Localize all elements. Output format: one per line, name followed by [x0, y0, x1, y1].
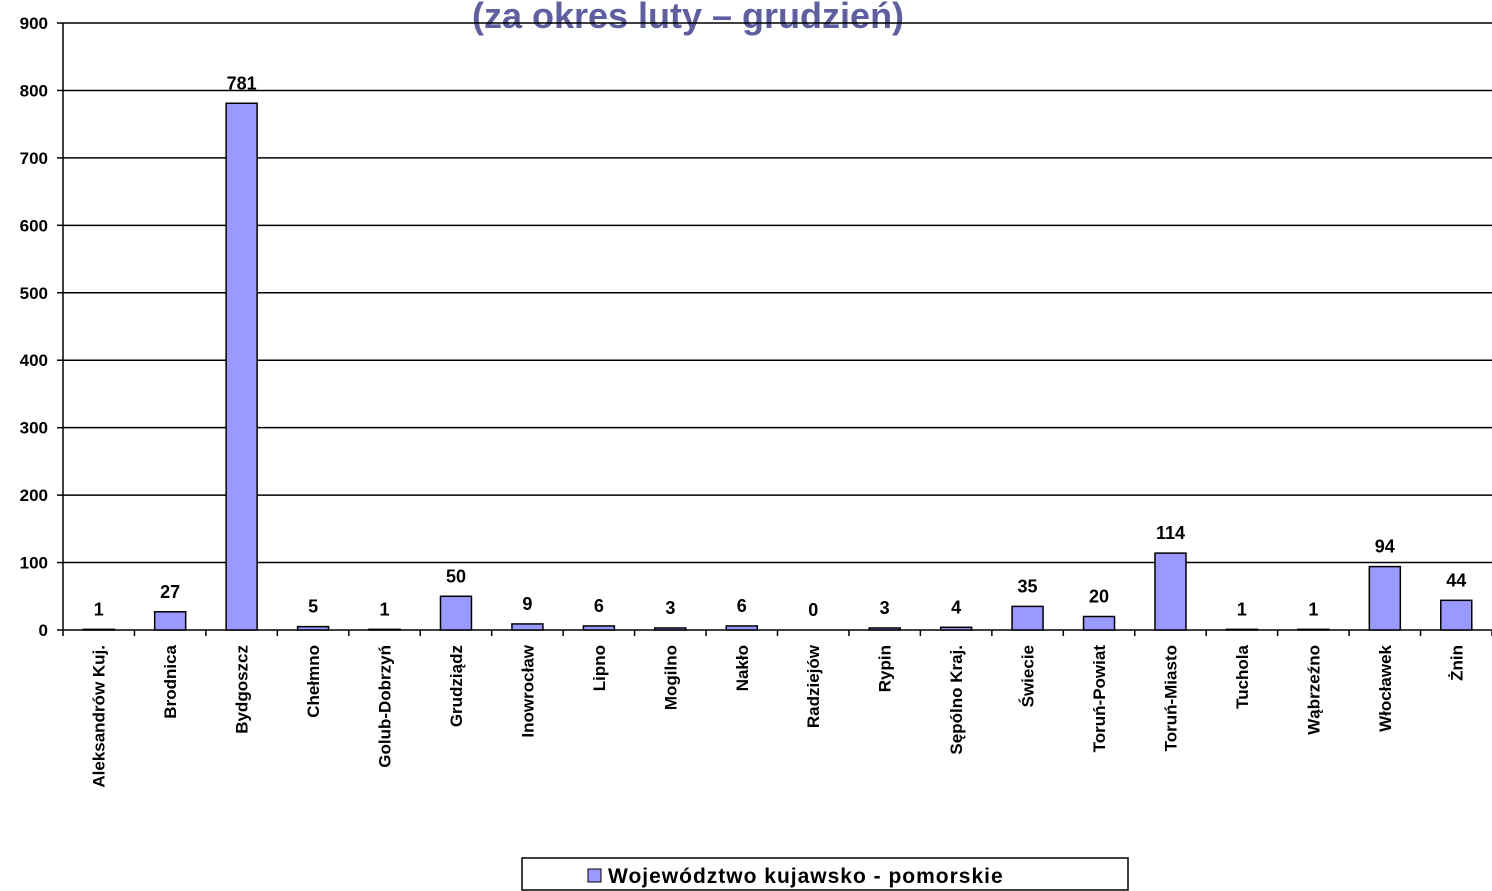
- bar: [153, 611, 187, 631]
- bar: [725, 625, 759, 631]
- data-label: 3: [665, 598, 675, 618]
- data-label: 3: [880, 598, 890, 618]
- bar: [1440, 599, 1473, 631]
- y-tick-label: 800: [20, 81, 48, 100]
- data-label: 6: [737, 596, 747, 616]
- x-tick-label: Golub-Dobrzyń: [376, 645, 395, 768]
- x-tick-label: Aleksandrów Kuj.: [90, 645, 109, 788]
- x-tick-label: Inowrocław: [518, 644, 537, 737]
- data-label: 1: [1308, 599, 1318, 619]
- bar: [1225, 628, 1259, 631]
- chart-title: (za okres luty – grudzień): [472, 0, 904, 36]
- data-label: 35: [1018, 576, 1038, 596]
- x-tick-label: Lipno: [590, 645, 609, 691]
- data-label: 6: [594, 596, 604, 616]
- bar: [1011, 605, 1044, 631]
- data-label: 1: [380, 599, 390, 619]
- x-tick-label: Mogilno: [661, 645, 680, 710]
- x-tick-label: Toruń-Powiat: [1090, 645, 1109, 753]
- y-tick-label: 700: [20, 149, 48, 168]
- bar: [868, 627, 901, 631]
- bar: [296, 625, 330, 631]
- bar: [939, 626, 973, 631]
- x-tick-label: Włocławek: [1376, 644, 1395, 731]
- data-label: 4: [951, 597, 961, 617]
- bar: [654, 627, 687, 631]
- data-label: 20: [1089, 587, 1109, 607]
- y-tick-label: 100: [20, 554, 48, 573]
- bar: [1297, 628, 1330, 631]
- data-label: 1: [1237, 599, 1247, 619]
- bar: [439, 595, 473, 631]
- data-label: 27: [160, 582, 180, 602]
- bar: [1154, 552, 1187, 631]
- x-tick-label: Świecie: [1019, 645, 1038, 707]
- y-tick-label: 500: [20, 284, 48, 303]
- y-tick-label: 600: [20, 216, 48, 235]
- data-label: 0: [808, 600, 818, 620]
- data-label: 1: [94, 599, 104, 619]
- bar: [368, 628, 401, 631]
- bar: [82, 628, 115, 631]
- x-tick-label: Wąbrzeźno: [1304, 645, 1323, 735]
- x-tick-label: Chełmno: [304, 645, 323, 718]
- x-tick-label: Grudziądz: [447, 645, 466, 727]
- data-label: 5: [308, 597, 318, 617]
- bar: [511, 623, 544, 631]
- bar: [1368, 565, 1402, 631]
- bar: [1082, 615, 1116, 631]
- data-label: 50: [446, 566, 466, 586]
- data-label: 94: [1375, 537, 1395, 557]
- data-label: 781: [227, 73, 257, 93]
- x-tick-label: Bydgoszcz: [233, 645, 252, 734]
- bar: [582, 625, 616, 631]
- x-tick-label: Sępólno Kraj.: [947, 645, 966, 755]
- y-tick-label: 900: [20, 14, 48, 33]
- x-tick-label: Brodnica: [161, 644, 180, 718]
- data-label: 114: [1156, 523, 1185, 543]
- y-tick-label: 0: [39, 621, 48, 640]
- x-tick-label: Nakło: [733, 645, 752, 691]
- x-tick-label: Toruń-Miasto: [1161, 645, 1180, 751]
- x-tick-label: Tuchola: [1233, 644, 1252, 708]
- y-tick-label: 200: [20, 486, 48, 505]
- legend-swatch: [587, 868, 602, 883]
- data-label: 9: [522, 594, 532, 614]
- x-tick-label: Radziejów: [804, 644, 823, 728]
- data-label: 44: [1446, 570, 1466, 590]
- x-tick-label: Rypin: [876, 645, 895, 692]
- legend-label: Województwo kujawsko - pomorskie: [608, 865, 1004, 888]
- y-tick-label: 400: [20, 351, 48, 370]
- bar: [225, 102, 258, 631]
- legend-box: [521, 857, 1129, 891]
- y-tick-label: 300: [20, 419, 48, 438]
- x-tick-label: Żnin: [1447, 645, 1466, 681]
